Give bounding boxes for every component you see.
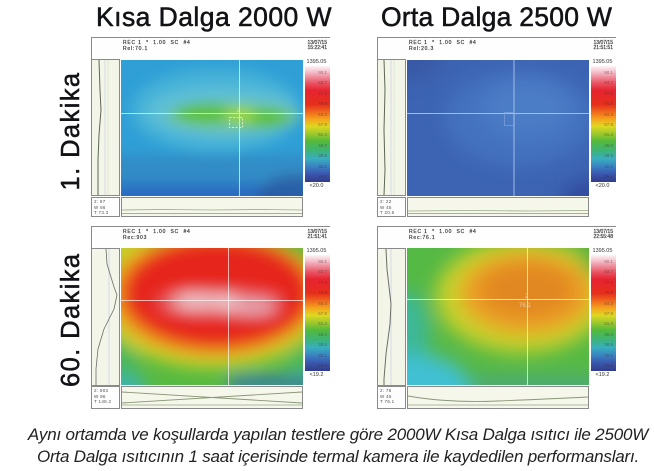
svg-text:76.1: 76.1 — [519, 303, 531, 309]
svg-text:2: 2 — [525, 294, 529, 300]
svg-text:2: 2 — [237, 108, 241, 114]
